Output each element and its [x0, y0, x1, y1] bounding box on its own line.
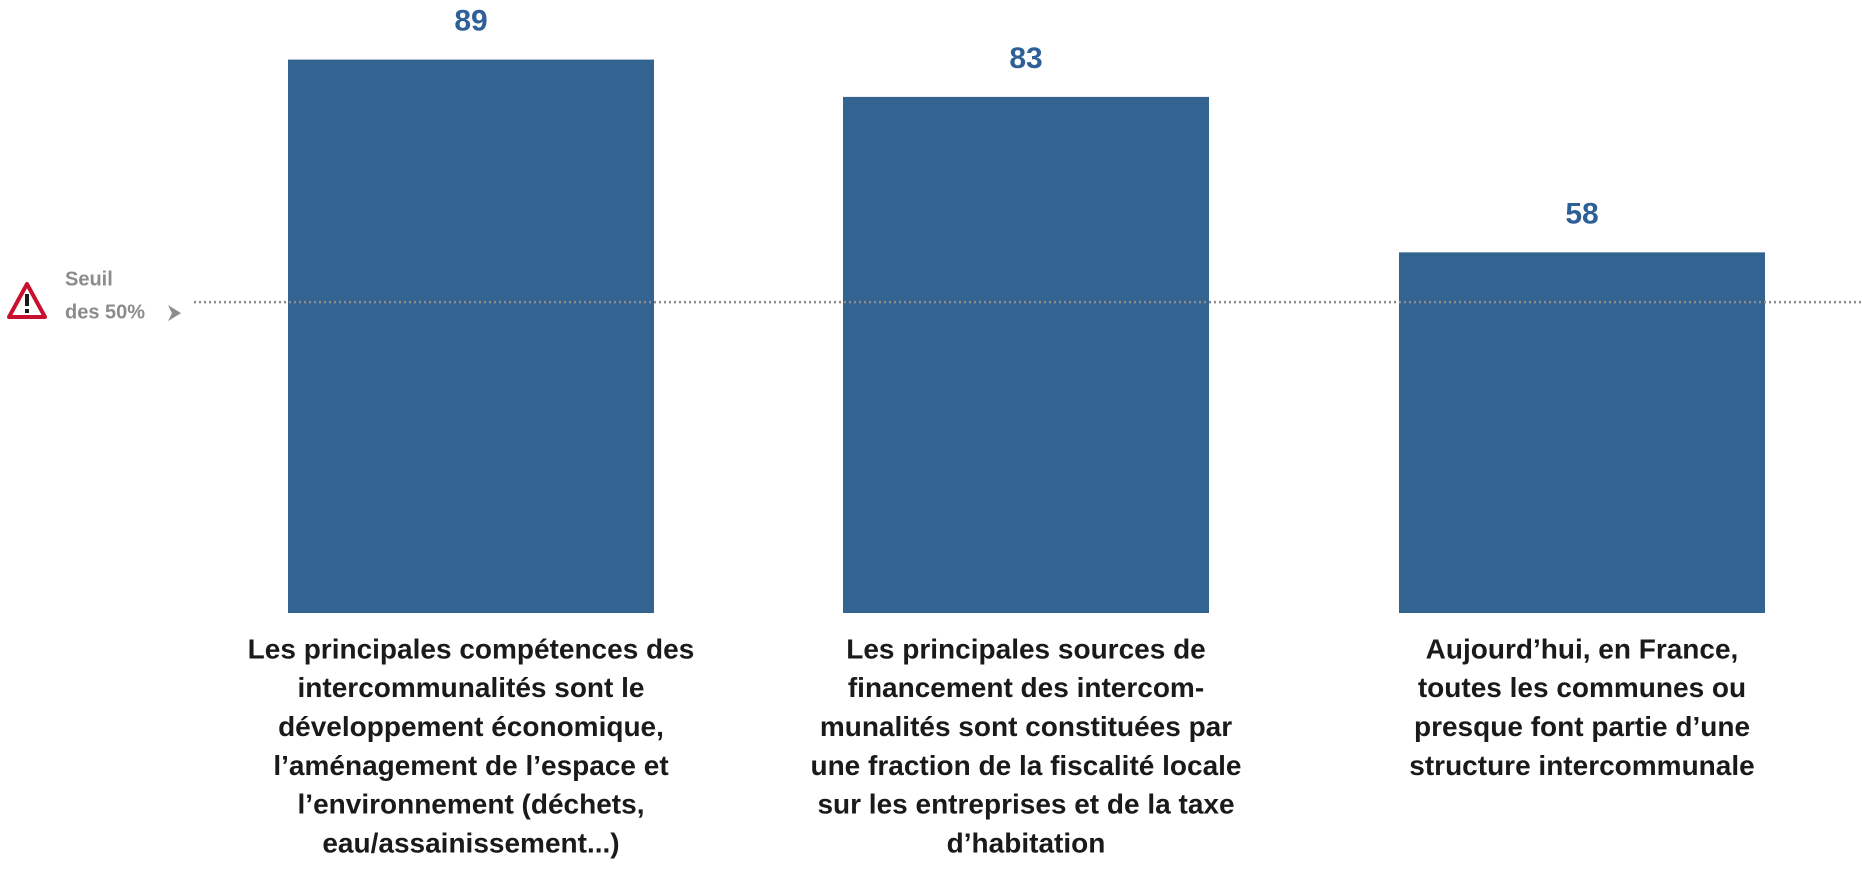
category-label: Aujourd’hui, en France, [1426, 633, 1739, 664]
warning-icon [7, 282, 47, 319]
category-label: l’environnement (déchets, [298, 789, 645, 820]
bar [843, 96, 1209, 613]
bar [288, 59, 654, 613]
threshold-arrow [168, 305, 181, 322]
bar [1399, 252, 1765, 613]
category-label: presque font partie d’une [1414, 711, 1750, 742]
category-label: l’aménagement de l’espace et [273, 750, 668, 781]
category-label: Les principales compétences des [248, 633, 695, 664]
category-label: développement économique, [278, 711, 664, 742]
value-label: 58 [1565, 197, 1598, 230]
category-label: intercommunalités sont le [298, 672, 645, 703]
threshold-label: des 50% [65, 301, 145, 323]
category-label: structure intercommunale [1409, 750, 1754, 781]
category-label: financement des intercom- [848, 672, 1204, 703]
category-label: sur les entreprises et de la taxe [817, 789, 1234, 820]
category-label: une fraction de la fiscalité locale [810, 750, 1241, 781]
category-label: munalités sont constituées par [820, 711, 1232, 742]
value-label: 83 [1009, 42, 1042, 75]
category-label: toutes les communes ou [1418, 672, 1746, 703]
category-label: eau/assainissement...) [322, 827, 619, 858]
threshold-label: Seuil [65, 268, 113, 290]
category-label: Les principales sources de [846, 633, 1206, 664]
value-label: 89 [454, 5, 487, 38]
category-label: d’habitation [947, 827, 1106, 858]
